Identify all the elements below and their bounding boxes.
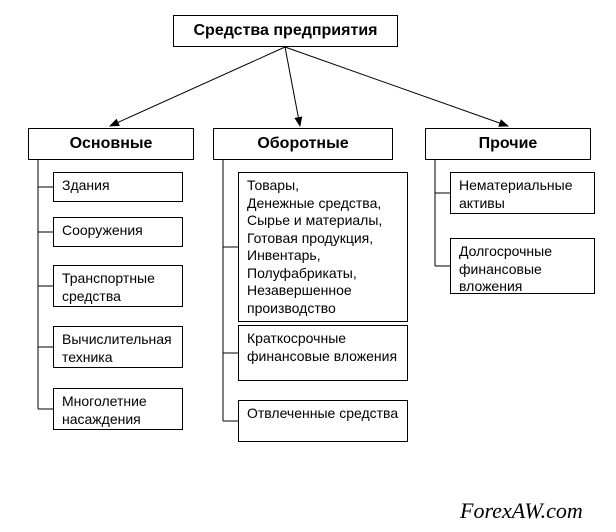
leaf-node-2-1: Долгосрочные финансовые вложения — [450, 238, 595, 294]
root-node: Средства предприятия — [173, 15, 398, 47]
column-header-2: Прочие — [425, 128, 591, 160]
leaf-node-1-0: Товары, Денежные средства, Сырье и матер… — [238, 172, 408, 322]
watermark-text: ForexAW.com — [460, 498, 583, 524]
leaf-node-0-1: Сооружения — [53, 217, 183, 247]
column-header-1: Оборотные — [213, 128, 393, 160]
leaf-node-1-2: Отвлеченные средства — [238, 400, 408, 442]
leaf-node-0-4: Многолетние насаждения — [53, 388, 183, 430]
leaf-node-0-0: Здания — [53, 172, 183, 202]
leaf-node-0-3: Вычислительная техника — [53, 326, 183, 368]
column-header-0: Основные — [28, 128, 194, 160]
leaf-node-1-1: Краткосрочные финансовые вложения — [238, 325, 408, 381]
diagram-canvas: Средства предприятия Основные Здания Сооруж… — [0, 0, 616, 532]
leaf-node-0-2: Транспортные средства — [53, 265, 183, 307]
leaf-node-2-0: Нематериальные активы — [450, 172, 595, 214]
